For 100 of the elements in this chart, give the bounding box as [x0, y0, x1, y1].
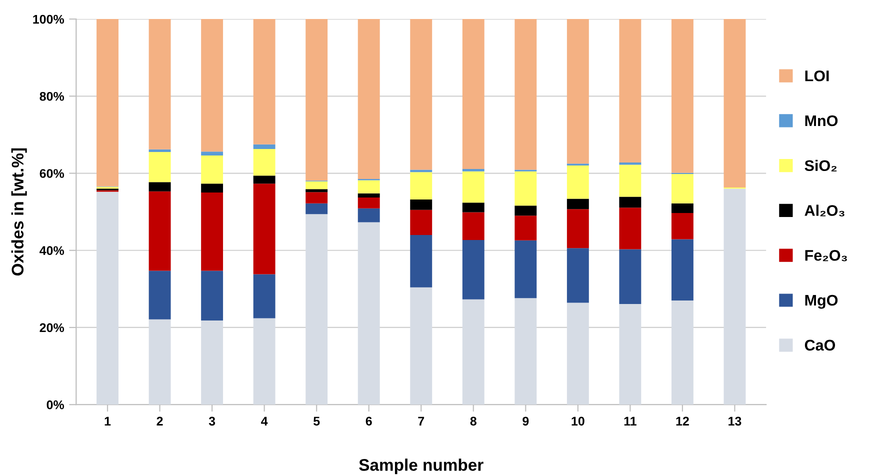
bar	[724, 188, 746, 405]
bar	[671, 300, 694, 405]
y-tick-label: 0%	[46, 400, 64, 410]
bar	[306, 189, 328, 192]
x-tick-label: 10	[572, 416, 584, 426]
bar	[462, 202, 484, 212]
bar	[358, 198, 380, 208]
bar	[514, 206, 537, 216]
bar	[201, 19, 224, 152]
bar	[358, 208, 380, 222]
legend-label: MgO	[805, 294, 838, 309]
bar	[671, 239, 694, 300]
y-tick-label: 100%	[33, 14, 64, 24]
x-axis-title: Sample number	[359, 458, 484, 474]
legend-label: SiO₂	[804, 160, 837, 172]
bar	[462, 171, 484, 203]
bar	[514, 216, 537, 240]
x-tick-label: 3	[208, 416, 216, 426]
bar	[253, 148, 276, 176]
bar	[671, 174, 694, 204]
bar	[619, 249, 642, 304]
bar	[201, 192, 224, 271]
bar	[306, 19, 328, 181]
bar	[96, 192, 118, 405]
legend-label: CaO	[804, 340, 836, 351]
x-tick-label: 2	[156, 416, 163, 426]
bar	[671, 19, 694, 173]
y-tick-label: 60%	[40, 169, 64, 178]
bar	[201, 270, 224, 321]
bar	[410, 234, 432, 288]
bar	[462, 240, 484, 300]
bar	[566, 198, 589, 210]
bar	[514, 171, 537, 206]
bar	[253, 19, 276, 144]
bar	[253, 176, 276, 184]
bar	[619, 196, 642, 208]
bar	[514, 19, 537, 170]
bar	[619, 19, 642, 162]
bar	[306, 181, 328, 190]
bar	[566, 209, 589, 248]
bar	[566, 19, 589, 164]
bar	[566, 302, 589, 405]
bar	[306, 192, 328, 204]
x-tick-label: 12	[676, 416, 689, 426]
bar	[462, 19, 484, 170]
x-tick-label: 6	[366, 416, 372, 426]
bar	[96, 19, 118, 186]
y-tick-label: 20%	[40, 323, 64, 332]
bar	[253, 318, 276, 405]
y-axis-title: Oxides in [wt.%]	[11, 148, 27, 276]
y-tick-label: 40%	[40, 246, 64, 256]
bar	[410, 199, 432, 210]
legend-label: MnO	[805, 115, 838, 126]
legend-label: Al₂O₃	[804, 204, 844, 216]
bar	[148, 152, 171, 182]
bar	[201, 152, 224, 156]
bar	[148, 182, 171, 192]
x-tick-label: 11	[624, 416, 636, 426]
bar	[410, 19, 432, 170]
bar	[148, 149, 171, 152]
x-tick-label: 1	[104, 416, 111, 426]
x-tick-label: 7	[418, 416, 424, 426]
bar	[201, 320, 224, 405]
bar	[253, 274, 276, 318]
x-tick-label: 4	[261, 416, 268, 426]
bar	[306, 203, 328, 214]
bar	[253, 184, 276, 274]
bar	[671, 203, 694, 213]
legend-label: LOI	[805, 70, 829, 82]
bar	[358, 19, 380, 180]
bar	[619, 304, 642, 405]
x-tick-label: 13	[728, 416, 742, 426]
bar	[514, 240, 537, 298]
bar	[201, 156, 224, 184]
x-tick-label: 8	[470, 416, 476, 426]
legend-label: Fe₂O₃	[805, 250, 847, 262]
bar	[358, 222, 380, 405]
bar	[462, 299, 484, 405]
bar	[148, 319, 171, 405]
bar	[619, 164, 642, 197]
bar	[148, 19, 171, 150]
bar	[410, 210, 432, 235]
bar	[514, 298, 537, 405]
bar	[253, 144, 276, 149]
bar	[148, 270, 171, 320]
bar	[724, 19, 746, 188]
bar	[462, 212, 484, 240]
x-tick-label: 5	[313, 416, 320, 426]
bar	[358, 193, 380, 198]
bar	[410, 287, 432, 405]
bar	[306, 214, 328, 405]
bar	[671, 212, 694, 240]
bar	[566, 166, 589, 199]
bar	[410, 172, 432, 200]
bar	[148, 191, 171, 271]
x-tick-label: 9	[522, 416, 529, 426]
bar	[566, 248, 589, 303]
bar	[201, 184, 224, 193]
bar	[358, 180, 380, 194]
bar	[619, 162, 642, 165]
